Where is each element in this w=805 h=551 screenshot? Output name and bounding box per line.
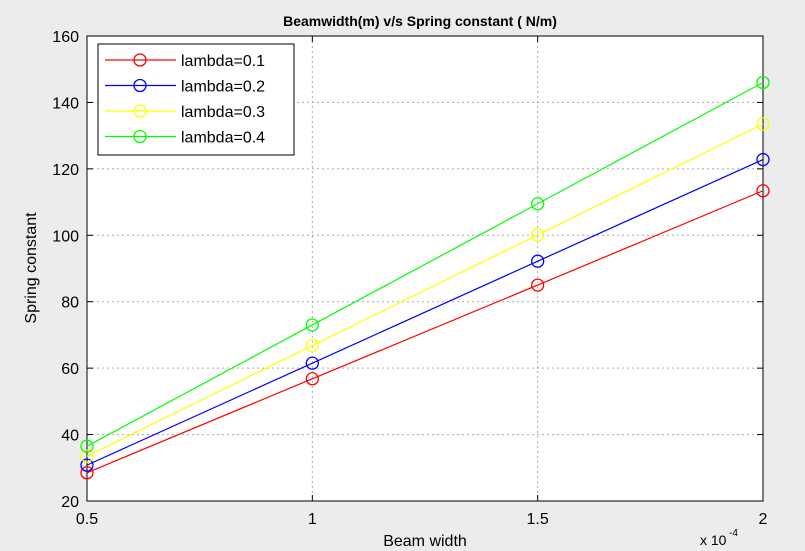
y-tick-label: 120 <box>52 162 79 179</box>
legend-entry: lambda=0.4 <box>105 130 265 147</box>
legend-marker <box>133 53 147 67</box>
data-point <box>756 152 770 167</box>
data-point <box>305 356 319 370</box>
data-point <box>305 338 319 353</box>
y-tick-label: 20 <box>61 494 79 511</box>
legend-marker <box>133 129 147 144</box>
y-tick-label: 60 <box>61 361 79 378</box>
data-point <box>531 197 545 211</box>
data-point <box>756 117 770 131</box>
x-tick-label: 0.5 <box>76 511 98 528</box>
series-line <box>86 81 764 447</box>
axis-ticks: 20 40 60 80 100 120 140 160 0.5 1 1.5 2 <box>52 29 767 528</box>
y-axis-label: Spring constant <box>23 212 40 324</box>
chart-title: Beamwidth(m) v/s Spring constant ( N/m) <box>283 13 557 29</box>
data-point <box>531 254 545 268</box>
y-tick-label: 160 <box>52 29 79 46</box>
data-point <box>756 75 770 90</box>
data-point <box>756 184 770 198</box>
x-exponent-power: -4 <box>729 528 738 539</box>
y-tick-label: 40 <box>61 428 79 445</box>
series-lambda=0.3 <box>80 117 770 463</box>
x-tick-label: 1.5 <box>527 511 549 528</box>
legend-label: lambda=0.4 <box>181 130 265 147</box>
legend-entry: lambda=0.3 <box>105 104 265 121</box>
legend-marker <box>133 104 147 118</box>
data-point <box>305 372 319 386</box>
series-line <box>86 159 764 466</box>
x-axis-label: Beam width <box>383 533 467 550</box>
legend-label: lambda=0.2 <box>181 79 265 96</box>
data-point <box>531 278 545 292</box>
legend-marker <box>133 78 147 93</box>
y-tick-label: 100 <box>52 228 79 245</box>
series-layer <box>80 75 770 480</box>
legend-entry: lambda=0.1 <box>105 53 265 70</box>
x-tick-label: 2 <box>759 511 768 528</box>
legend-label: lambda=0.1 <box>181 53 265 70</box>
series-line <box>86 190 764 474</box>
x-tick-label: 1 <box>308 511 317 528</box>
y-tick-label: 140 <box>52 95 79 112</box>
data-point <box>80 466 94 480</box>
data-point <box>305 318 319 332</box>
data-point <box>531 228 545 242</box>
legend-entry: lambda=0.2 <box>105 79 265 96</box>
data-point <box>80 439 94 453</box>
data-point <box>80 458 94 472</box>
series-lambda=0.2 <box>80 152 770 472</box>
series-lambda=0.4 <box>80 75 770 453</box>
y-tick-label: 80 <box>61 295 79 312</box>
legend: lambda=0.1 lambda=0.2 lambda=0.3 lambda=0.4 <box>97 43 295 156</box>
data-point <box>80 449 94 463</box>
x-exponent-base: x 10 <box>700 532 727 548</box>
series-line <box>86 123 764 457</box>
legend-label: lambda=0.3 <box>181 104 265 121</box>
series-lambda=0.1 <box>80 184 770 480</box>
